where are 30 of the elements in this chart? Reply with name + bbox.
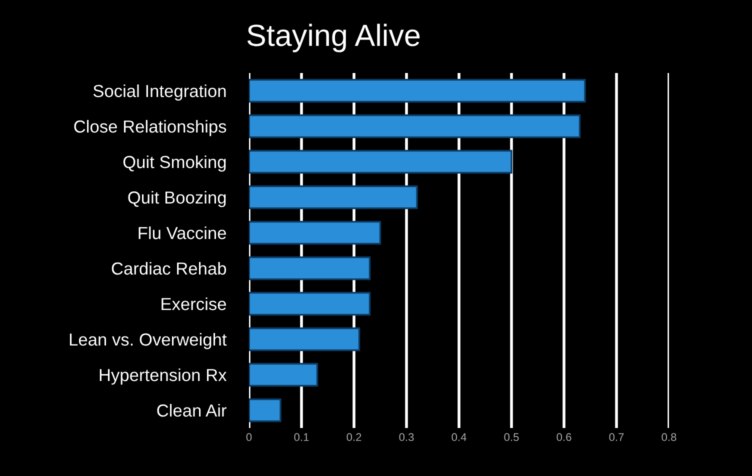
y-tick-label: Social Integration	[93, 84, 226, 101]
x-tick-label: 0.7	[609, 433, 624, 442]
bar	[249, 220, 382, 245]
y-tick-label: Exercise	[162, 297, 226, 310]
y-tick-label: Close Relationships	[74, 120, 226, 136]
y-tick-label: Cardiac Rehab	[112, 262, 226, 275]
y-tick-label: Flu Vaccine	[138, 226, 226, 240]
bar	[249, 256, 371, 280]
x-tick-label: 0.5	[504, 433, 519, 442]
x-tick-label: 0.3	[399, 433, 414, 442]
x-tick-label: 0.4	[452, 433, 466, 442]
x-tick-label: 0.2	[346, 433, 362, 442]
bar	[249, 327, 360, 352]
bar	[249, 185, 418, 210]
bar	[249, 114, 581, 138]
y-tick-label: Quit Smoking	[123, 155, 226, 172]
x-tick-label: 0.8	[662, 433, 676, 442]
y-tick-label: Lean vs. Overweight	[70, 332, 227, 350]
x-tick-label: 0.1	[294, 433, 309, 442]
bar	[249, 398, 282, 422]
y-tick-label: Quit Boozing	[128, 190, 226, 208]
bar	[249, 292, 371, 316]
bar	[249, 150, 512, 174]
chart-title: Staying Alive	[247, 24, 420, 52]
bar	[249, 362, 318, 387]
x-tick-label: 0	[246, 433, 252, 442]
bar	[249, 78, 586, 103]
y-tick-label: Hypertension Rx	[100, 368, 227, 385]
x-tick-label: 0.6	[556, 433, 572, 442]
y-tick-label: Clean Air	[157, 404, 226, 417]
